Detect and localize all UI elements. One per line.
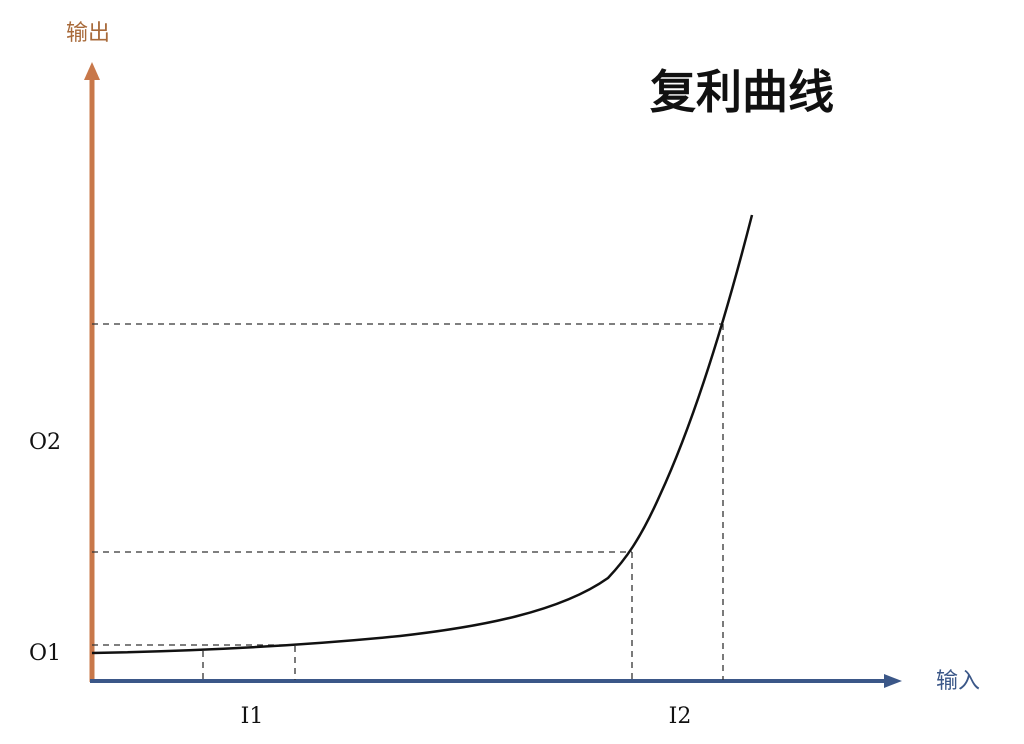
x-axis-arrow-icon <box>884 674 902 688</box>
x-axis-label: 输入 <box>936 669 980 694</box>
diagram-title: 复利曲线 <box>650 65 834 119</box>
y-axis-arrow-icon <box>84 62 100 80</box>
compound-curve <box>91 214 754 655</box>
y-axis-label: 输出 <box>66 21 110 46</box>
x-tick-i1: I1 <box>241 704 264 729</box>
x-tick-i2: I2 <box>669 704 692 729</box>
y-tick-o2: O2 <box>29 430 61 455</box>
y-tick-o1: O1 <box>29 641 61 666</box>
